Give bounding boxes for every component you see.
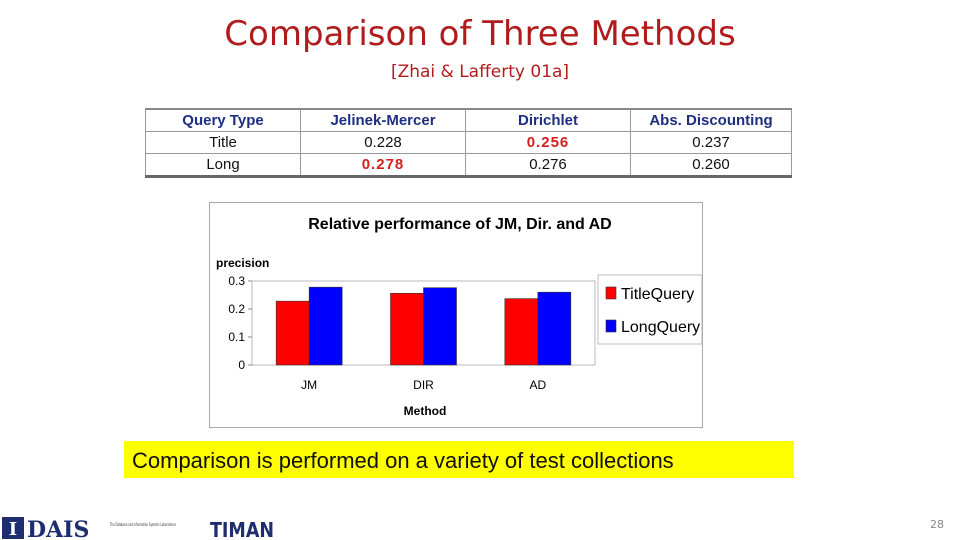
bar (504, 298, 539, 366)
y-tick-label: 0.1 (228, 330, 245, 344)
x-axis-label: Method (404, 404, 447, 418)
legend-box (597, 274, 702, 345)
timan-logo: TIMAN (210, 518, 274, 540)
slide-subtitle: [Zhai & Lafferty 01a] (390, 62, 570, 82)
chart-title: Relative performance of JM, Dir. and AD (308, 216, 611, 233)
x-tick-label: DIR (413, 378, 434, 392)
cell-value: 0.276 (465, 153, 631, 177)
header-jelinek-mercer: Jelinek-Mercer (300, 108, 466, 132)
table-header-row: Query Type Jelinek-Mercer Dirichlet Abs.… (145, 108, 792, 132)
y-tick-label: 0 (238, 358, 245, 372)
cell-value-best: 0.278 (300, 153, 466, 177)
bar-chart: Relative performance of JM, Dir. and AD … (216, 216, 702, 418)
cell-value: 0.260 (630, 153, 792, 177)
bar (308, 286, 343, 366)
legend-label: TitleQuery (621, 286, 694, 303)
legend-swatch (605, 286, 617, 300)
bar (423, 287, 457, 366)
caption-text: Comparison is performed on a variety of … (132, 448, 674, 473)
dais-logo: I DAIS The Database and Information Syst… (2, 517, 176, 540)
dais-logo-text: DAIS (27, 517, 89, 540)
caption-highlight: Comparison is performed on a variety of … (124, 441, 794, 478)
slide-number: 28 (930, 518, 944, 531)
slide-title: Comparison of Three Methods (224, 14, 736, 54)
y-tick-label: 0.3 (228, 274, 245, 288)
table-row: Title 0.228 0.256 0.237 (145, 131, 792, 154)
cell-query-type: Long (145, 153, 301, 177)
cell-value-best: 0.256 (465, 131, 631, 154)
legend-swatch (605, 319, 617, 333)
x-tick-label: AD (529, 378, 546, 392)
svg-text:I: I (9, 519, 17, 540)
plot-area: 0 0.1 0.2 0.3 JM DIR AD (228, 274, 596, 392)
bar (390, 293, 424, 366)
cell-value: 0.237 (630, 131, 792, 154)
illinois-block-i-icon (2, 517, 24, 539)
chart-legend: TitleQuery LongQuery (597, 274, 702, 345)
y-tick-label: 0.2 (228, 302, 245, 316)
table-row: Long 0.278 0.276 0.260 (145, 153, 792, 177)
timan-logo-text: TIMAN (210, 518, 274, 540)
header-query-type: Query Type (145, 108, 301, 132)
bar (275, 300, 310, 366)
results-table: Query Type Jelinek-Mercer Dirichlet Abs.… (145, 108, 792, 178)
legend-label: LongQuery (621, 319, 700, 336)
header-abs-discounting: Abs. Discounting (630, 108, 792, 132)
cell-value: 0.228 (300, 131, 466, 154)
cell-query-type: Title (145, 131, 301, 154)
chart-container: Relative performance of JM, Dir. and AD … (209, 202, 703, 428)
bar (537, 291, 572, 366)
header-dirichlet: Dirichlet (465, 108, 631, 132)
y-axis-label: precision (216, 256, 269, 270)
x-tick-label: JM (301, 378, 317, 392)
dais-lab-text: The Database and Information Systems Lab… (109, 522, 176, 527)
